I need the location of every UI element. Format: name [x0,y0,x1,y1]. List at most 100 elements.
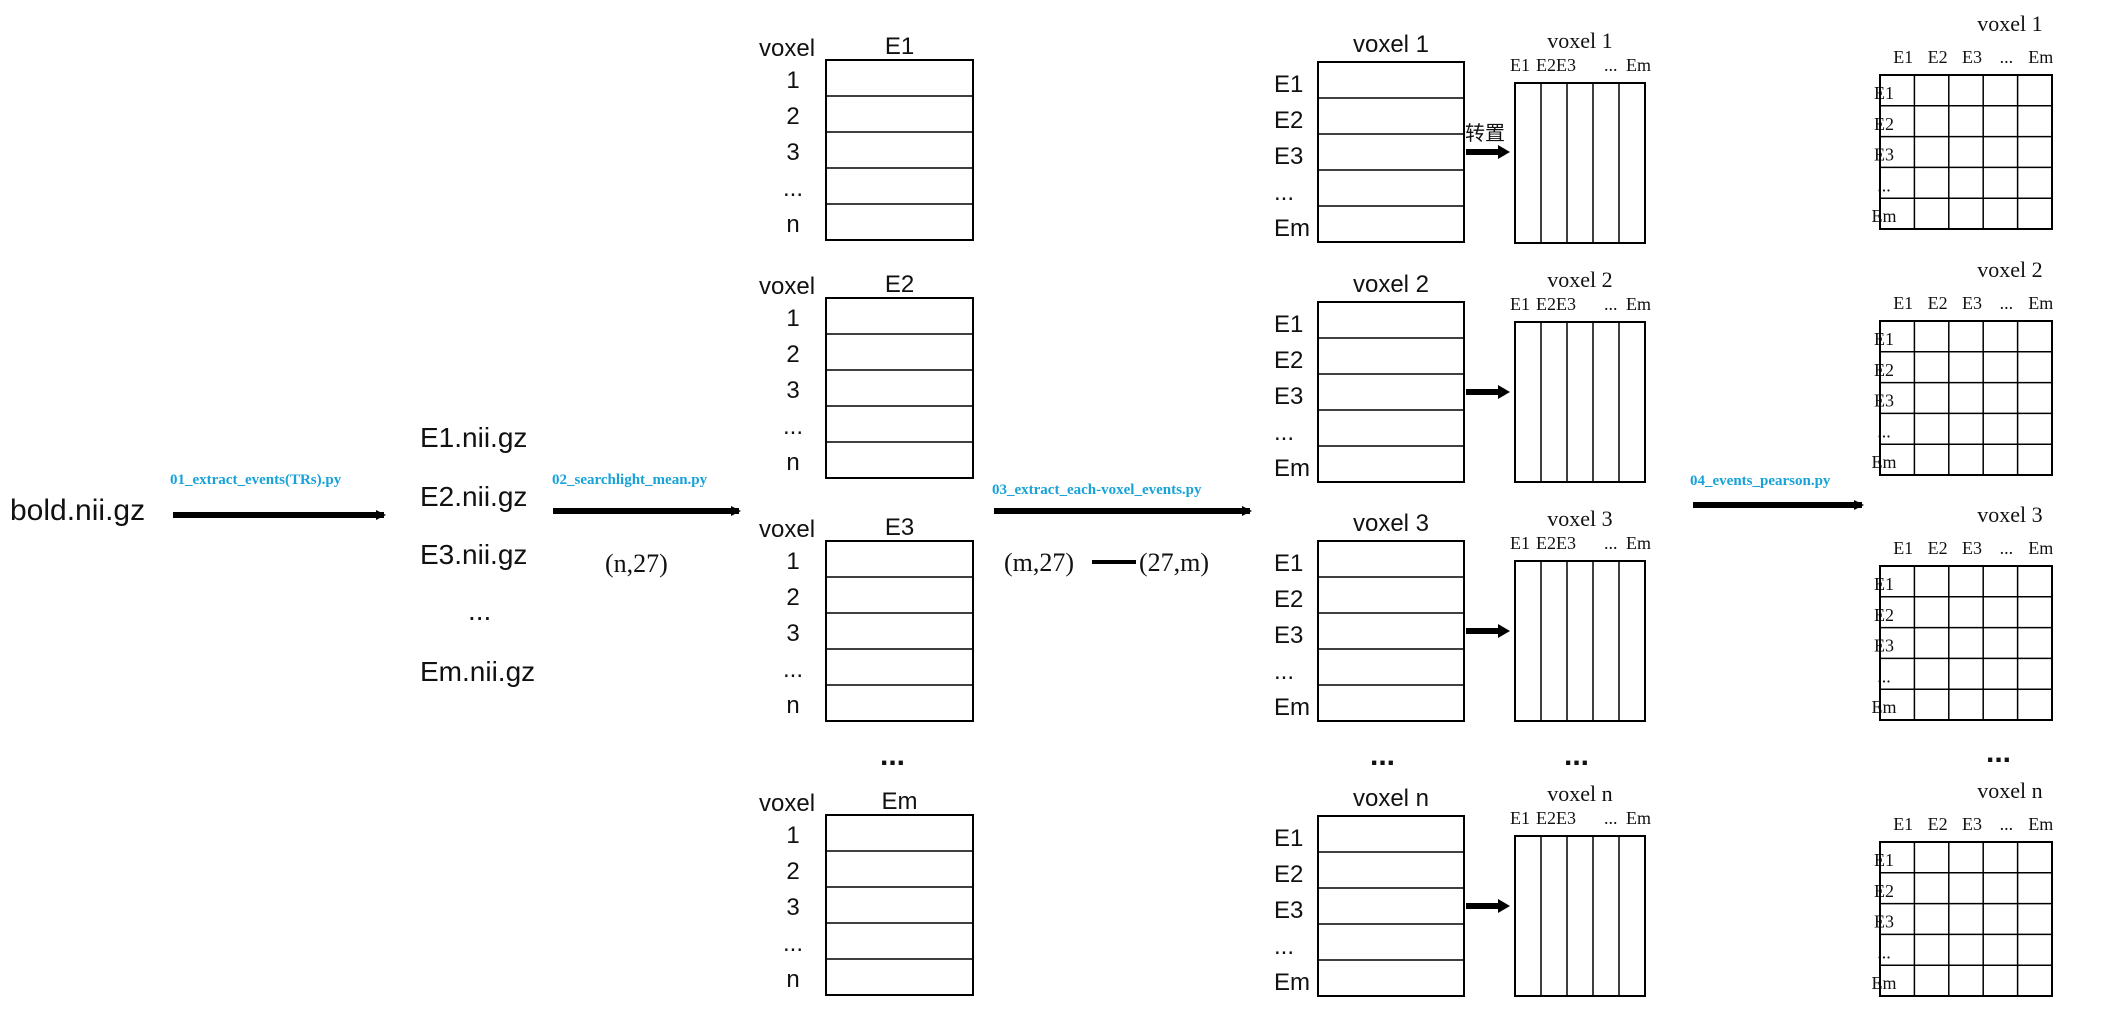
row-label: E3 [1274,897,1303,924]
column-label: Em [1626,533,1651,553]
table-header-voxel: voxel [759,790,815,817]
table-title: voxel 1 [1547,28,1612,53]
event-table: voxel Em 1 2 3... n [759,788,974,996]
table-title: voxel 2 [1353,271,1429,298]
matrix-title: voxel 2 [1977,257,2042,282]
stage5-ellipsis: ... [1986,736,2011,769]
matrix-row-label: E1 [1874,329,1894,349]
event-file-ellipsis: ... [468,595,491,626]
matrix-row-label: E1 [1874,850,1894,870]
row-label: 3 [786,620,799,647]
matrix-frame [1879,320,2053,476]
transposed-table: voxel n E1 E2E3... Em [1510,781,1651,997]
matrix-row-label: E2 [1874,114,1894,134]
matrix-row-label: E2 [1874,881,1894,901]
transposed-table: voxel 1 E1 E2E3... Em [1510,28,1651,244]
matrix-row-label: E3 [1874,391,1894,411]
matrix-row-label: Em [1872,697,1897,717]
table-header-voxel: voxel [759,516,815,543]
table-title: Em [882,788,918,815]
row-label: 2 [786,858,799,885]
table-frame [1514,560,1646,722]
column-label: Em [1626,808,1651,828]
row-label: ... [783,175,803,202]
table-frame [1317,815,1465,997]
row-label: E3 [1274,143,1303,170]
column-label: Em [1626,294,1651,314]
row-label: E2 [1274,586,1303,613]
matrix-column-label: E3 [1962,293,1982,313]
row-label: ... [1274,419,1294,446]
matrix-column-label: Em [2028,47,2053,67]
matrix-frame [1879,841,2053,997]
table-title: voxel n [1547,781,1612,806]
table-frame [1317,61,1465,243]
table-frame [1317,301,1465,483]
row-label: ... [783,930,803,957]
transpose-arrowhead [1498,145,1510,159]
row-label: Em [1274,215,1310,242]
transpose-arrowhead [1498,624,1510,638]
row-label: E1 [1274,311,1303,338]
row-label: E2 [1274,347,1303,374]
matrix-column-label: Em [2028,814,2053,834]
matrix-column-label: ... [2000,47,2014,67]
table-title: voxel 3 [1353,510,1429,537]
table-frame [825,814,974,996]
matrix-row-label: E1 [1874,83,1894,103]
matrix-column-label: E2 [1928,538,1948,558]
table-title: voxel 1 [1353,31,1429,58]
matrix-column-label: E1 [1893,538,1913,558]
step-1-script-label: 01_extract_events(TRs).py [170,472,342,488]
event-file-item: Em.nii.gz [420,656,535,687]
matrix-row-label: Em [1872,452,1897,472]
row-label: 2 [786,103,799,130]
matrix-column-label: E2 [1928,47,1948,67]
matrix-column-label: E1 [1893,814,1913,834]
table-title: voxel n [1353,785,1429,812]
row-label: E1 [1274,71,1303,98]
matrix-row-label: E3 [1874,912,1894,932]
column-label: E1 [1510,294,1530,314]
event-table: voxel E1 1 2 3... n [759,33,974,241]
column-label: E1 [1510,533,1530,553]
matrix-row-label: Em [1872,206,1897,226]
matrix-row-label: E3 [1874,636,1894,656]
transposed-table: voxel 2 E1 E2E3... Em [1510,267,1651,483]
transpose-arrowhead [1498,899,1510,913]
matrix-column-label: Em [2028,293,2053,313]
row-label: ... [783,656,803,683]
stage4-ellipsis: ... [1564,739,1589,772]
table-title: voxel 2 [1547,267,1612,292]
row-label: E2 [1274,861,1303,888]
matrix-column-label: E3 [1962,47,1982,67]
voxel-table: voxel 2 E1 E2 E3... Em [1274,271,1510,483]
matrix-column-label: E2 [1928,814,1948,834]
matrix-column-label: E2 [1928,293,1948,313]
row-label: ... [1274,658,1294,685]
matrix-column-label: ... [2000,814,2014,834]
voxel-table: voxel n E1 E2 E3... Em [1274,785,1510,997]
column-label: ... [1604,808,1618,828]
stage3-ellipsis: ... [1370,739,1395,772]
step-4-script-label: 04_events_pearson.py [1690,473,1831,489]
table-title: voxel 3 [1547,506,1612,531]
step-2-shape: (n,27) [605,549,668,578]
column-label: E1 [1510,808,1530,828]
stage2-ellipsis: ... [880,739,905,772]
step-3-shape-from: (m,27) [1004,548,1074,577]
row-label: 3 [786,139,799,166]
column-label: E2E3 [1536,55,1576,75]
matrix-title: voxel 3 [1977,502,2042,527]
matrix-column-label: ... [2000,293,2014,313]
event-file-item: E2.nii.gz [420,481,527,512]
row-label: n [786,211,799,238]
matrix-frame [1879,565,2053,721]
event-file-item: E3.nii.gz [420,539,527,570]
matrix-column-label: ... [2000,538,2014,558]
correlation-matrices: voxel 1 E1 E2 E3... Em E1 E2 E3... Em voxel 2 E1 E2… [1872,11,2053,997]
